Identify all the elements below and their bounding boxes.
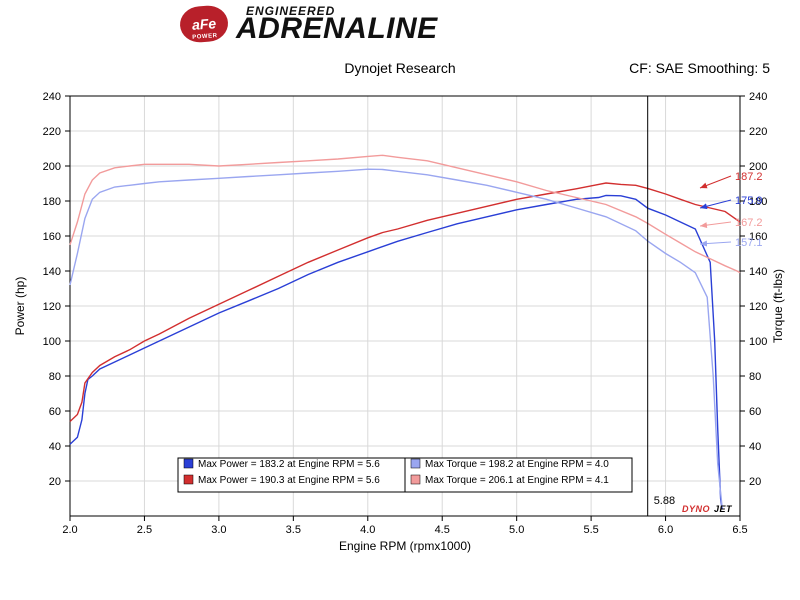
svg-text:140: 140 bbox=[749, 266, 767, 278]
brand-line2: ADRENALINE bbox=[236, 16, 438, 42]
brand-header: aFe POWER ENGINEERED ADRENALINE bbox=[0, 0, 800, 60]
svg-text:240: 240 bbox=[749, 91, 767, 103]
svg-text:160: 160 bbox=[43, 231, 61, 243]
svg-text:60: 60 bbox=[49, 406, 61, 418]
svg-text:20: 20 bbox=[49, 476, 61, 488]
callout-arrow bbox=[700, 176, 731, 188]
series-torque_stock bbox=[70, 169, 722, 507]
callout-arrow bbox=[700, 222, 731, 226]
svg-text:120: 120 bbox=[749, 301, 767, 313]
callout-value: 157.1 bbox=[735, 237, 763, 249]
callout-value: 167.2 bbox=[735, 217, 763, 229]
brand-wordmark: ENGINEERED ADRENALINE bbox=[236, 6, 438, 42]
chart-title: Dynojet Research bbox=[344, 60, 455, 76]
chart-svg: 2.0 2.5 3.0 3.5 4.0 4.5 5.0 5.5 6.0 6.5 20 20 40 40 60… bbox=[0, 86, 800, 586]
svg-text:120: 120 bbox=[43, 301, 61, 313]
svg-text:40: 40 bbox=[749, 441, 761, 453]
legend-swatch bbox=[184, 475, 193, 484]
legend-label: Max Power = 183.2 at Engine RPM = 5.6 bbox=[198, 459, 380, 470]
svg-text:100: 100 bbox=[749, 336, 767, 348]
dynojet-mark-1: DYNO bbox=[682, 504, 710, 514]
svg-text:3.5: 3.5 bbox=[286, 524, 301, 536]
svg-text:240: 240 bbox=[43, 91, 61, 103]
subtitle-row: Dynojet Research CF: SAE Smoothing: 5 bbox=[0, 60, 800, 82]
svg-text:3.0: 3.0 bbox=[211, 524, 226, 536]
svg-text:6.5: 6.5 bbox=[732, 524, 747, 536]
legend-swatch bbox=[411, 459, 420, 468]
svg-text:220: 220 bbox=[749, 126, 767, 138]
svg-text:5.0: 5.0 bbox=[509, 524, 524, 536]
svg-text:4.5: 4.5 bbox=[435, 524, 450, 536]
series-torque_mod bbox=[70, 155, 740, 272]
svg-text:80: 80 bbox=[749, 371, 761, 383]
afe-power-badge: aFe POWER bbox=[179, 4, 229, 43]
svg-text:2.0: 2.0 bbox=[62, 524, 77, 536]
legend-label: Max Power = 190.3 at Engine RPM = 5.6 bbox=[198, 475, 380, 486]
svg-text:40: 40 bbox=[49, 441, 61, 453]
svg-text:20: 20 bbox=[749, 476, 761, 488]
svg-text:60: 60 bbox=[749, 406, 761, 418]
legend-swatch bbox=[184, 459, 193, 468]
legend-swatch bbox=[411, 475, 420, 484]
svg-text:140: 140 bbox=[43, 266, 61, 278]
y-right-title: Torque (ft-lbs) bbox=[771, 269, 785, 343]
svg-text:220: 220 bbox=[43, 126, 61, 138]
svg-text:80: 80 bbox=[49, 371, 61, 383]
dyno-chart: 2.0 2.5 3.0 3.5 4.0 4.5 5.0 5.5 6.0 6.5 20 20 40 40 60… bbox=[0, 86, 800, 586]
cursor-label: 5.88 bbox=[654, 495, 675, 507]
callout-value: 187.2 bbox=[735, 171, 763, 183]
legend-label: Max Torque = 198.2 at Engine RPM = 4.0 bbox=[425, 459, 609, 470]
badge-bottom-text: POWER bbox=[192, 33, 218, 41]
smoothing-label: CF: SAE Smoothing: 5 bbox=[629, 60, 770, 76]
svg-text:5.5: 5.5 bbox=[583, 524, 598, 536]
svg-text:4.0: 4.0 bbox=[360, 524, 375, 536]
callout-value: 175.9 bbox=[735, 195, 763, 207]
callout-arrow bbox=[700, 242, 731, 244]
svg-text:100: 100 bbox=[43, 336, 61, 348]
svg-text:200: 200 bbox=[43, 161, 61, 173]
x-axis-title: Engine RPM (rpmx1000) bbox=[339, 539, 471, 553]
y-left-title: Power (hp) bbox=[13, 277, 27, 336]
brand-logo-group: aFe POWER ENGINEERED ADRENALINE bbox=[180, 6, 438, 42]
svg-text:2.5: 2.5 bbox=[137, 524, 152, 536]
legend-label: Max Torque = 206.1 at Engine RPM = 4.1 bbox=[425, 475, 609, 486]
svg-text:180: 180 bbox=[43, 196, 61, 208]
svg-text:6.0: 6.0 bbox=[658, 524, 673, 536]
badge-top-text: aFe bbox=[191, 16, 216, 32]
dynojet-mark-2: JET bbox=[714, 504, 733, 514]
